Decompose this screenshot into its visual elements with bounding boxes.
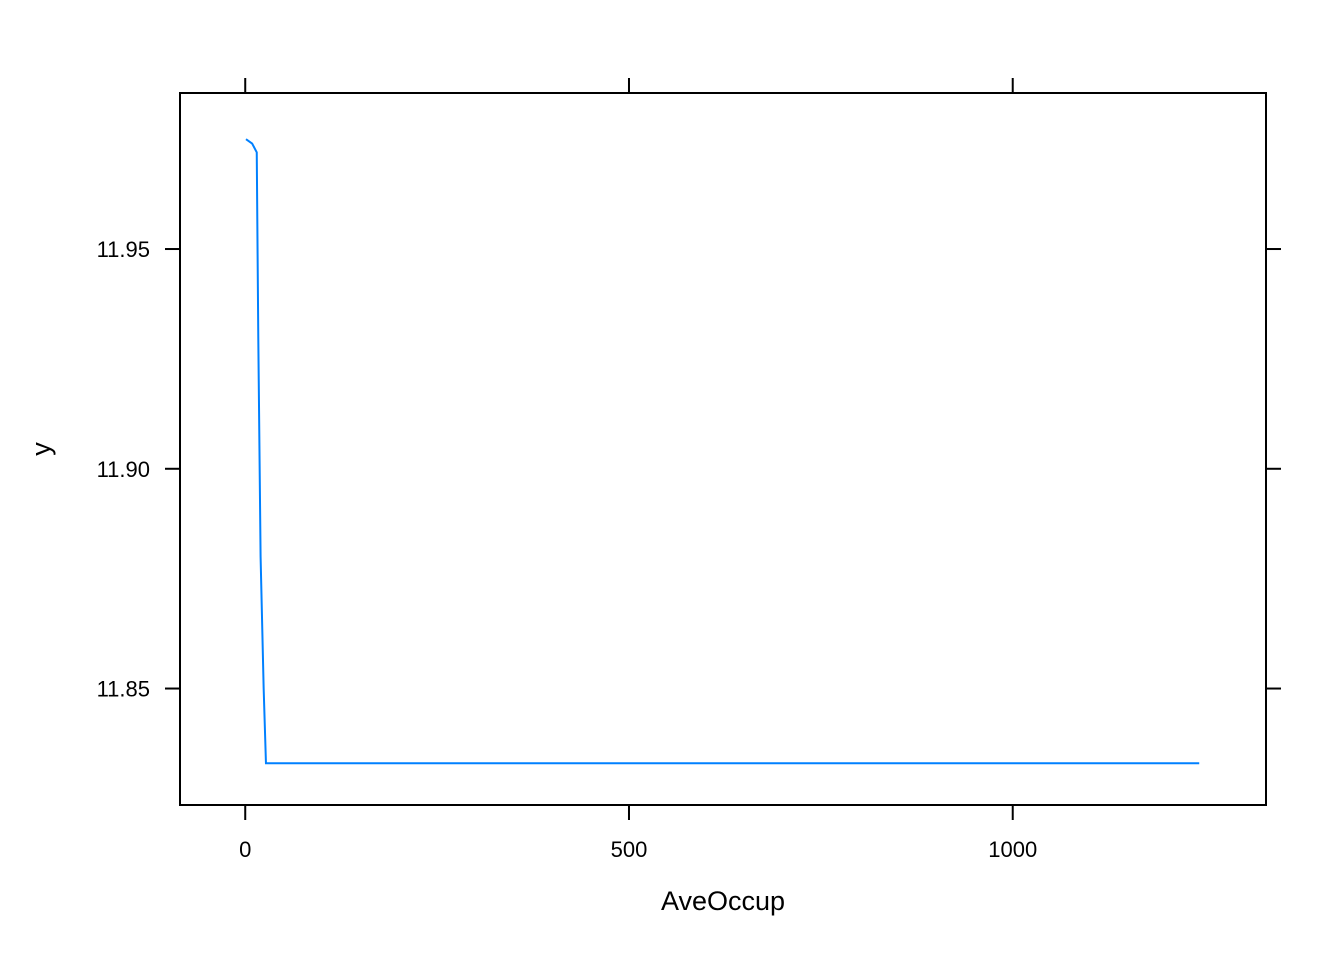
x-ticks-bottom bbox=[244, 805, 1014, 820]
x-tick-label: 1000 bbox=[988, 837, 1037, 862]
y-tick-label: 11.85 bbox=[97, 677, 150, 702]
y-tick-labels: 11.85 11.90 11.95 bbox=[97, 237, 150, 702]
y-tick-label: 11.95 bbox=[97, 237, 150, 262]
y-ticks-right bbox=[1266, 248, 1281, 690]
y-tick-label: 11.90 bbox=[97, 457, 150, 482]
y-axis-title: y bbox=[26, 442, 56, 456]
x-tick-label: 0 bbox=[239, 837, 251, 862]
series-line bbox=[245, 138, 1200, 765]
x-tick-label: 500 bbox=[611, 837, 648, 862]
x-axis-title: AveOccup bbox=[661, 886, 785, 916]
plot-frame bbox=[179, 92, 1267, 806]
series-layer bbox=[245, 138, 1200, 765]
x-ticks-top bbox=[244, 78, 1014, 93]
y-ticks-left bbox=[165, 248, 180, 690]
x-tick-labels: 0 500 1000 bbox=[239, 837, 1037, 862]
